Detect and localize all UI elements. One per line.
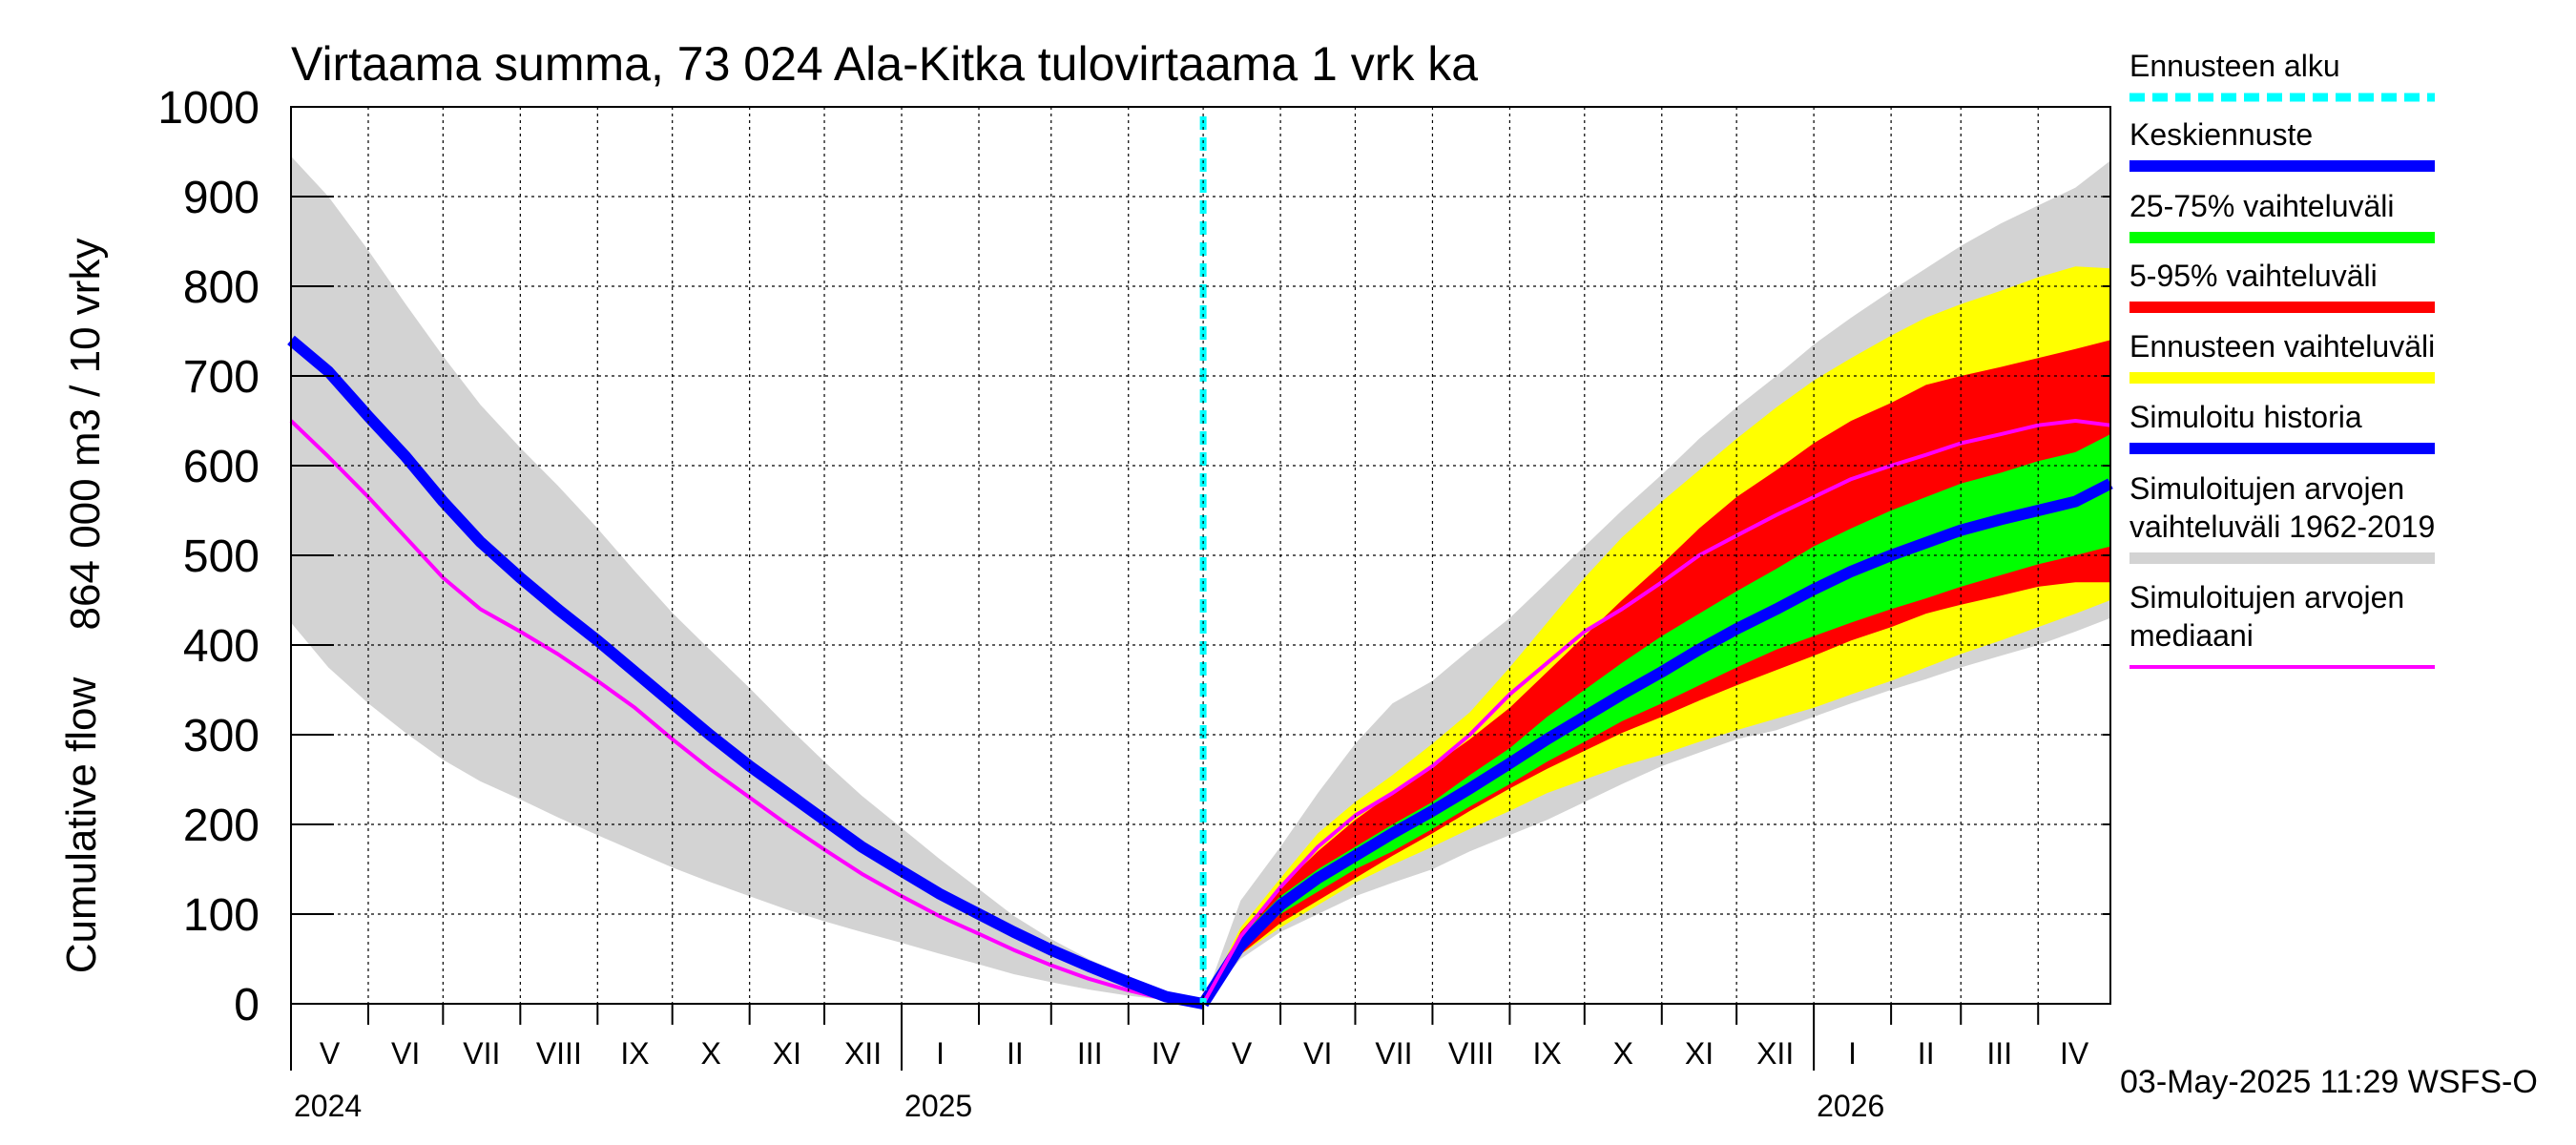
y-tick-label: 700: [183, 352, 260, 403]
y-axis-label-units: 864 000 m3 / 10 vrky: [62, 239, 109, 631]
x-month-label: II: [1007, 1036, 1024, 1071]
grid-layer: [291, 107, 2110, 1004]
legend-item-label-line2: vaihteluväli 1962-2019: [2129, 510, 2435, 544]
y-axis-label: 864 000 m3 / 10 vrky Cumulative flow: [58, 239, 109, 974]
x-month-label: IV: [2060, 1036, 2089, 1071]
y-tick-label: 0: [234, 980, 260, 1030]
legend-item: Simuloitu historia: [2129, 400, 2435, 454]
x-month-label: IV: [1152, 1036, 1181, 1071]
legend-item-label: Ennusteen vaihteluväli: [2129, 329, 2435, 364]
legend-item: Ennusteen vaihteluväli: [2129, 329, 2435, 384]
y-tick-label: 400: [183, 621, 260, 672]
legend-item-label: Simuloitujen arvojen: [2129, 580, 2404, 614]
x-month-label: X: [701, 1036, 721, 1071]
y-tick-label: 1000: [157, 83, 260, 134]
x-month-label: XI: [773, 1036, 801, 1071]
range-25-75-band: [1203, 434, 2110, 1005]
x-month-label: XII: [844, 1036, 882, 1071]
legend-item-label: Ennusteen alku: [2129, 49, 2340, 83]
x-month-label: IX: [1532, 1036, 1561, 1071]
x-month-label: VIII: [1448, 1036, 1494, 1071]
y-tick-label: 200: [183, 801, 260, 851]
chart-title: Virtaama summa, 73 024 Ala-Kitka tulovir…: [291, 37, 1478, 91]
legend-item-label-line2: mediaani: [2129, 618, 2254, 653]
y-tick-label: 300: [183, 711, 260, 761]
y-tick-label: 600: [183, 442, 260, 492]
x-month-label: III: [1077, 1036, 1103, 1071]
x-month-label: X: [1613, 1036, 1633, 1071]
series-layer: [287, 116, 2113, 1010]
x-month-label: I: [1848, 1036, 1857, 1071]
x-month-label: XII: [1756, 1036, 1794, 1071]
x-month-label: II: [1918, 1036, 1935, 1071]
legend-item-label: Simuloitujen arvojen: [2129, 471, 2404, 506]
x-year-label: 2025: [904, 1089, 972, 1123]
x-month-label: V: [320, 1036, 341, 1071]
x-year-label: 2024: [294, 1089, 362, 1123]
legend-item: Ennusteen alku: [2129, 49, 2435, 102]
x-month-label: VI: [391, 1036, 420, 1071]
y-tick-label: 900: [183, 173, 260, 223]
y-tick-label: 500: [183, 531, 260, 582]
footer-timestamp: 03-May-2025 11:29 WSFS-O: [2120, 1064, 2538, 1100]
legend-item-label: Simuloitu historia: [2129, 400, 2362, 434]
legend-item: 25-75% vaihteluväli: [2129, 189, 2435, 243]
x-month-label: VIII: [536, 1036, 582, 1071]
x-year-label: 2026: [1817, 1089, 1884, 1123]
legend-item: Simuloitujen arvojen mediaani: [2129, 580, 2435, 669]
legend-item-label: 25-75% vaihteluväli: [2129, 189, 2395, 223]
history-range-band: [291, 156, 1204, 1004]
y-axis-label-title: Cumulative flow: [58, 677, 105, 974]
x-month-label: VII: [463, 1036, 500, 1071]
x-month-label: VII: [1375, 1036, 1412, 1071]
y-tick-label: 100: [183, 890, 260, 941]
y-tick-label: 800: [183, 262, 260, 313]
x-month-label: IX: [620, 1036, 649, 1071]
x-month-label: XI: [1685, 1036, 1714, 1071]
x-month-label: V: [1232, 1036, 1253, 1071]
legend-item: Keskiennuste: [2129, 117, 2435, 172]
legend-item: 5-95% vaihteluväli: [2129, 259, 2435, 313]
legend-item-label: 5-95% vaihteluväli: [2129, 259, 2378, 293]
x-month-label: I: [936, 1036, 945, 1071]
legend-item: Simuloitujen arvojen vaihteluväli 1962-20…: [2129, 471, 2435, 564]
legend: Ennusteen alku Keskiennuste 25-75% vaihtel…: [2129, 49, 2435, 669]
x-month-label: III: [1986, 1036, 2012, 1071]
legend-item-label: Keskiennuste: [2129, 117, 2313, 152]
x-month-label: VI: [1303, 1036, 1332, 1071]
